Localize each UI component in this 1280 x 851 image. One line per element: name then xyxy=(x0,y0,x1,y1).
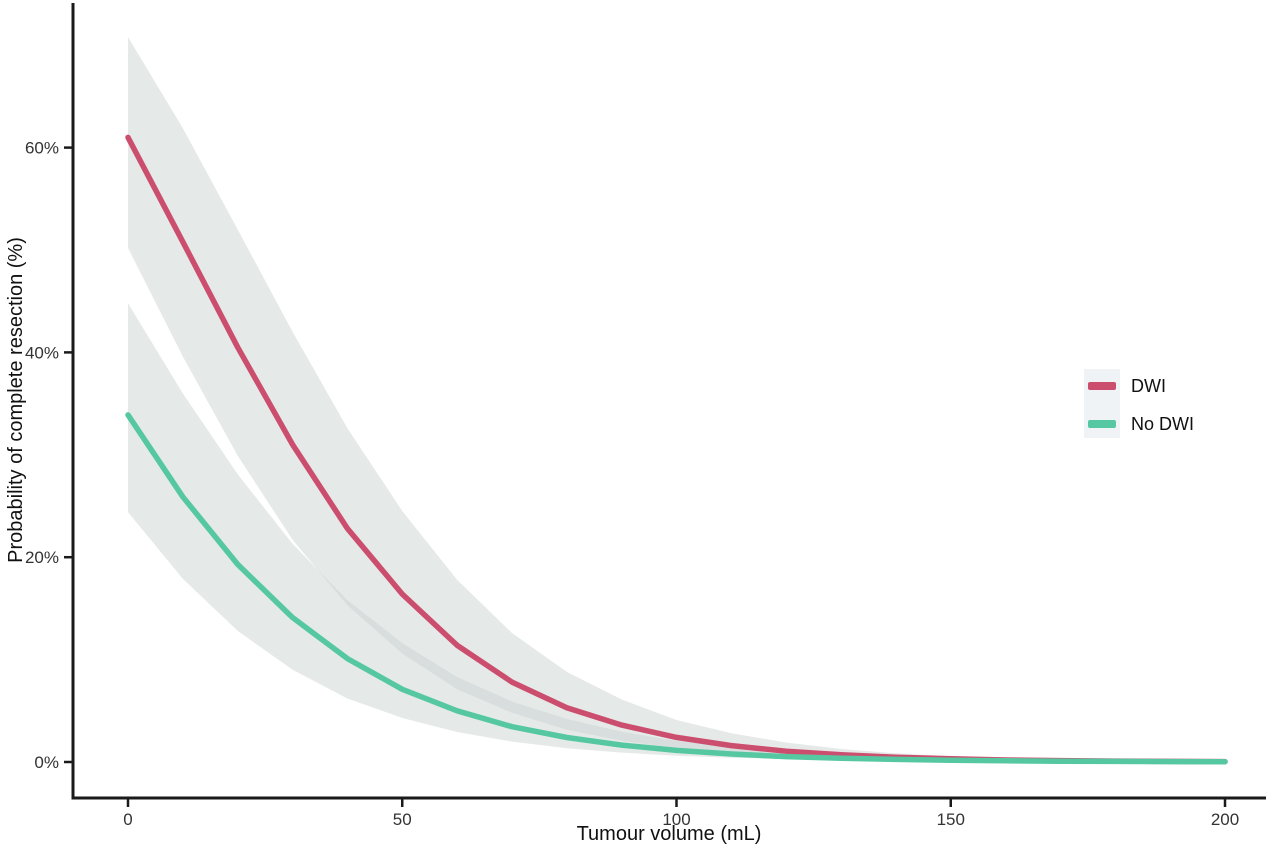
y-tick-label: 60% xyxy=(25,139,59,158)
x-tick-label: 150 xyxy=(937,810,965,829)
x-tick-label: 200 xyxy=(1211,810,1239,829)
x-axis-title: Tumour volume (mL) xyxy=(577,823,762,845)
x-axis-ticks: 0 50 100 150 200 xyxy=(123,799,1239,829)
y-tick-label: 40% xyxy=(25,343,59,362)
x-tick-label: 100 xyxy=(662,810,690,829)
ci-bands xyxy=(128,37,1225,762)
legend-swatch-dwi xyxy=(1088,382,1116,390)
y-tick-label: 20% xyxy=(25,548,59,567)
y-axis-ticks: 0% 20% 40% 60% xyxy=(25,139,72,772)
legend: DWI No DWI xyxy=(1084,369,1194,438)
x-tick-label: 50 xyxy=(393,810,412,829)
dwi-ci-band xyxy=(128,37,1225,762)
y-tick-label: 0% xyxy=(34,753,59,772)
x-tick-label: 0 xyxy=(123,810,132,829)
no-dwi-ci-band xyxy=(128,303,1225,762)
no-dwi-line xyxy=(125,412,1228,765)
legend-label-no-dwi: No DWI xyxy=(1131,414,1194,434)
legend-label-dwi: DWI xyxy=(1131,376,1166,396)
y-axis-title: Probability of complete resection (%) xyxy=(5,237,27,563)
legend-swatch-no-dwi xyxy=(1088,420,1116,428)
